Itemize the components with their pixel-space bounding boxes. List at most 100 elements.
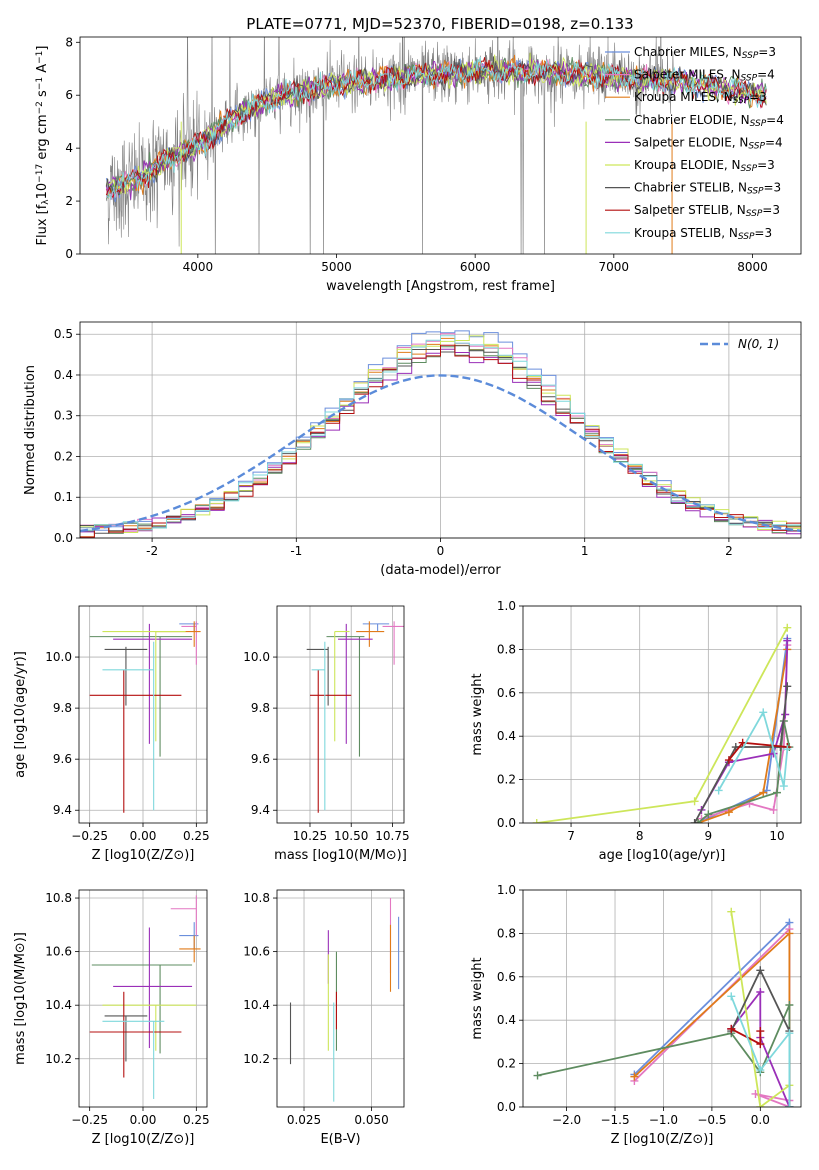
y-axis-label-part: −1 [35, 51, 45, 64]
legend-label-suffix: =3 [762, 203, 780, 217]
spectrum-lines [105, 37, 767, 254]
y-tick-label: 0.2 [497, 1057, 516, 1071]
x-axis-label: mass [log10(M/M⊙)] [274, 848, 407, 863]
y-tick-label: 1.0 [497, 599, 516, 613]
x-tick-label: 0 [437, 544, 445, 558]
age-vs-metallicity-panel: −0.25 0.00 0.25 9.4 9.6 9.8 10.0 Z [log10(Z/Z⊙)… [13, 605, 210, 863]
figure-title: PLATE=0771, MJD=52370, FIBERID=0198, z=0… [246, 15, 633, 33]
weight-line [717, 709, 789, 791]
y-axis-label-part: λ [41, 199, 51, 205]
x-axis-label: Z [log10(Z/Z⊙)] [611, 1132, 714, 1147]
y-tick-label: 0.8 [497, 642, 516, 656]
x-tick-label: 7000 [599, 260, 630, 274]
y-axis-label: Normed distribution [23, 365, 38, 495]
legend-label-text: Salpeter MILES, N [634, 68, 741, 82]
x-tick-label: −0.25 [71, 829, 108, 843]
weight-marker [690, 819, 699, 823]
model-spectrum-line [105, 57, 767, 199]
weight-marker [759, 788, 768, 797]
legend-label-text: Chabrier MILES, N [634, 45, 742, 59]
y-axis-label-part: 10 [35, 183, 50, 200]
weight-marker [756, 1066, 765, 1075]
histograms [80, 330, 801, 538]
weight-line [693, 686, 789, 823]
weight-marker [756, 1103, 765, 1107]
y-tick-label: 0.6 [497, 686, 516, 700]
y-tick-label: 9.6 [251, 752, 270, 766]
y-tick-label: 0.5 [54, 327, 73, 341]
legend-label-text: Chabrier ELODIE, N [634, 113, 750, 127]
x-tick-label: 6000 [460, 260, 491, 274]
weight-marker [783, 623, 792, 632]
y-axis-label: mass weight [470, 673, 485, 755]
weight-marker [630, 1072, 639, 1081]
axes-frame [79, 36, 802, 255]
x-tick-label: -1 [290, 544, 302, 558]
weight-marker [756, 966, 765, 975]
legend-label-text: Salpeter STELIB, N [634, 203, 746, 217]
y-axis-label-part: −2 [35, 101, 45, 114]
legend-label: Chabrier ELODIE, NSSP=4 [634, 113, 784, 129]
errorbars [306, 621, 404, 813]
legend-label-suffix: =4 [766, 113, 784, 127]
weight-line [730, 995, 791, 1107]
errorbars [89, 621, 201, 813]
weight-marker [727, 1024, 736, 1033]
y-tick-label: 6 [65, 88, 73, 102]
weight-vs-age-panel: 7 8 9 10 0.0 0.2 0.4 0.6 0.8 1.0 age [log10(age/yr… [470, 599, 802, 863]
x-tick-label: −0.25 [71, 1113, 108, 1127]
axes-frame [78, 889, 208, 1108]
y-tick-label: 0.6 [497, 970, 516, 984]
y-tick-label: 0.3 [54, 409, 73, 423]
age-vs-mass-panel: 10.25 10.50 10.75 9.4 9.6 9.8 10.0 mass [log10(… [243, 605, 410, 863]
y-tick-label: 0.0 [497, 1100, 516, 1114]
y-axis-label-part: s [35, 90, 50, 101]
legend-label-text: Kroupa STELIB, N [634, 226, 738, 240]
weight-marker [714, 786, 723, 795]
axes-frame [522, 605, 802, 824]
x-tick-label: 10.75 [375, 829, 409, 843]
x-tick-label: −0.5 [697, 1113, 726, 1127]
weight-lines [532, 623, 794, 823]
y-tick-label: 0.2 [497, 773, 516, 787]
x-tick-label: 10.50 [334, 829, 368, 843]
x-tick-label: 0.0 [751, 1113, 770, 1127]
legend-label-suffix: =3 [758, 45, 776, 59]
weight-marker [756, 987, 765, 996]
x-axis-label: E(B-V) [320, 1132, 360, 1147]
y-tick-label: 0.2 [54, 449, 73, 463]
y-tick-label: 10.6 [45, 945, 72, 959]
y-tick-label: 2 [65, 194, 73, 208]
y-tick-label: 0.0 [497, 816, 516, 830]
histogram-step [80, 335, 801, 531]
legend-label-suffix: =3 [749, 90, 767, 104]
y-axis-label-part: −1 [35, 77, 45, 90]
errorbars [289, 898, 400, 1102]
x-tick-label: −2.0 [552, 1113, 581, 1127]
errorbars [89, 895, 201, 1099]
y-axis-label: mass weight [470, 957, 485, 1039]
legend-label-suffix: =3 [757, 158, 775, 172]
legend-label-text: Kroupa MILES, N [634, 90, 733, 104]
x-tick-label: 0.050 [354, 1113, 388, 1127]
x-tick-label: 0.00 [130, 1113, 157, 1127]
weight-marker [783, 745, 792, 754]
x-tick-label: 1 [581, 544, 589, 558]
legend-label-text: Chabrier STELIB, N [634, 181, 747, 195]
axes-frame [78, 605, 208, 824]
weight-line [730, 911, 790, 1107]
legend-label-sub: SSP [741, 164, 758, 174]
axes-frame [276, 889, 405, 1108]
legend-label-suffix: =3 [764, 181, 782, 195]
x-tick-label: −1.0 [649, 1113, 678, 1127]
axes-frame [276, 605, 405, 824]
weight-marker [785, 1103, 794, 1107]
y-tick-label: 9.6 [53, 752, 72, 766]
mass-vs-extinction-panel: 0.025 0.050 10.2 10.4 10.6 10.8 E(B-V) [243, 889, 405, 1147]
legend-label: Kroupa MILES, NSSP=3 [634, 90, 767, 106]
legend-label-sub: SSP [741, 74, 758, 84]
spectrum-panel: 4000 5000 6000 7000 8000 0 2 4 6 8 wavelength [Ang… [35, 35, 802, 294]
y-axis-label: age [log10(age/yr)] [13, 651, 28, 778]
y-tick-label: 0.8 [497, 926, 516, 940]
y-tick-label: 10.4 [45, 998, 72, 1012]
